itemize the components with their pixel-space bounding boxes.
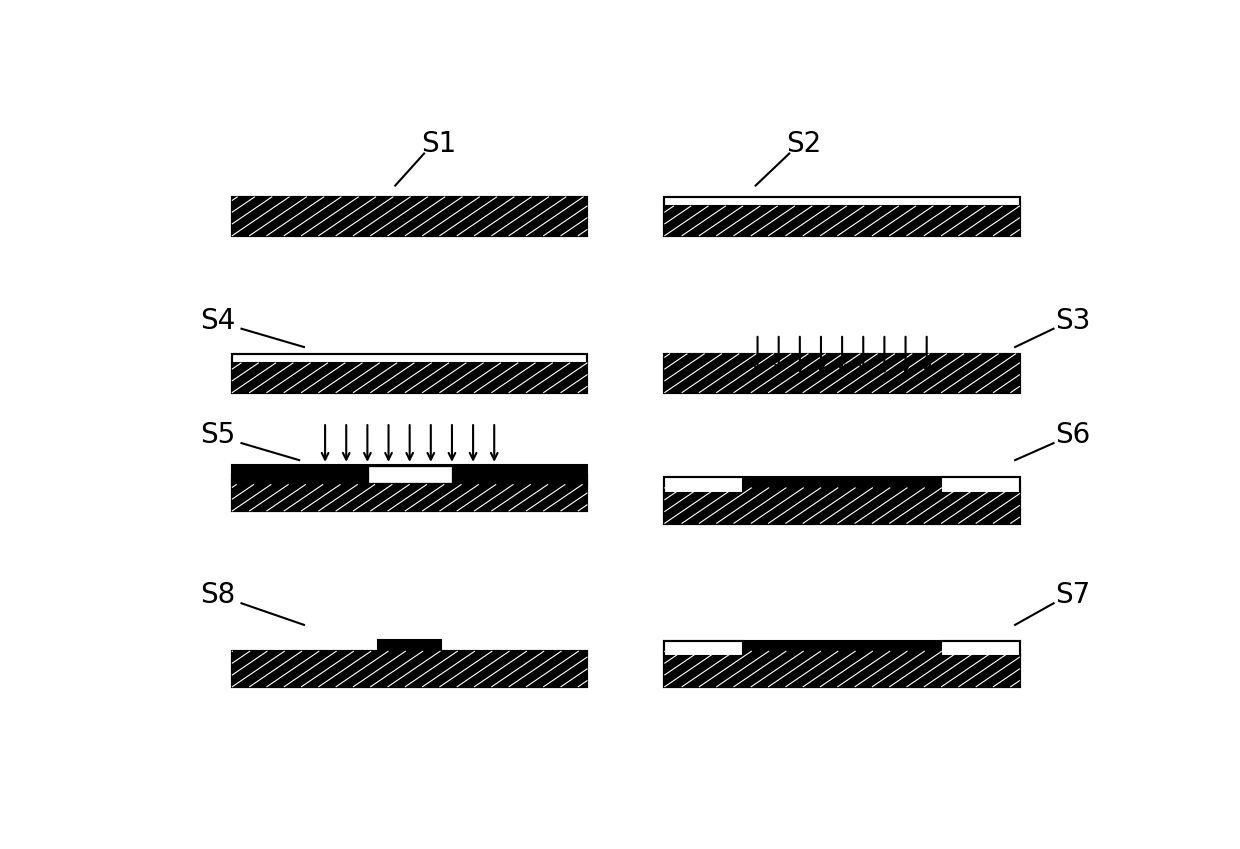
Text: S4: S4 (200, 306, 236, 335)
Text: S3: S3 (1055, 306, 1090, 335)
Bar (232, 651, 588, 687)
Text: S2: S2 (786, 131, 821, 159)
Text: S5: S5 (200, 421, 236, 449)
Bar (665, 197, 1021, 205)
Bar (232, 197, 588, 236)
Bar (232, 197, 588, 236)
Bar (941, 640, 1021, 656)
Bar (941, 477, 1021, 492)
Bar (665, 205, 1021, 236)
Bar (665, 477, 743, 492)
Bar (368, 467, 450, 481)
Bar (232, 475, 588, 484)
Bar (232, 651, 588, 687)
Bar (665, 197, 1021, 236)
Text: S1: S1 (420, 131, 456, 159)
Bar (232, 484, 588, 511)
Bar (665, 477, 1021, 492)
Bar (665, 651, 1021, 687)
Bar (665, 487, 1021, 524)
Text: S6: S6 (1055, 421, 1090, 449)
Bar (665, 353, 1021, 393)
Bar (232, 464, 588, 484)
Bar (665, 353, 1021, 393)
Bar (232, 353, 588, 363)
Text: S8: S8 (200, 582, 236, 610)
Bar (232, 353, 588, 393)
Text: S7: S7 (1055, 582, 1090, 610)
Bar (232, 475, 588, 511)
Bar (665, 477, 1021, 524)
Bar (378, 640, 441, 653)
Bar (665, 640, 743, 656)
Bar (232, 363, 588, 393)
Bar (665, 640, 1021, 687)
Bar (665, 640, 1021, 656)
